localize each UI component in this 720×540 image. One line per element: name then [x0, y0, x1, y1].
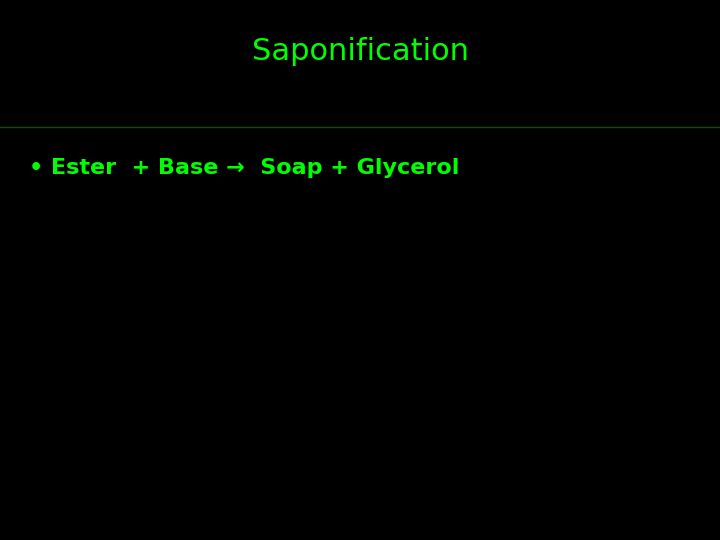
Text: $\it{R}_1$: $\it{R}_1$: [128, 302, 143, 316]
Text: $\rm CH_2$: $\rm CH_2$: [16, 436, 40, 451]
Text: O: O: [63, 437, 73, 450]
Text: +: +: [382, 353, 394, 367]
Text: O: O: [120, 237, 130, 249]
Text: +: +: [150, 353, 163, 367]
Text: $\rm COO^-Na^+$: $\rm COO^-Na^+$: [456, 268, 523, 283]
Text: triglyceride: triglyceride: [19, 484, 85, 494]
Text: $\rm COO^-Na^+$: $\rm COO^-Na^+$: [456, 352, 523, 367]
Text: glycerol: glycerol: [289, 494, 334, 504]
Text: +: +: [382, 492, 393, 506]
Text: $\it{R}_3$: $\it{R}_3$: [412, 436, 428, 451]
Text: $\rm CH$: $\rm CH$: [16, 353, 35, 366]
Text: (fat or oil): (fat or oil): [24, 503, 81, 514]
Text: $\it{R}_2$: $\it{R}_2$: [412, 352, 427, 367]
Text: $\rm COO^-Na^+$: $\rm COO^-Na^+$: [456, 436, 523, 451]
Text: $\rm CH_2$: $\rm CH_2$: [284, 268, 309, 283]
Text: C: C: [94, 269, 104, 282]
Text: OH: OH: [326, 353, 348, 366]
Text: OH: OH: [336, 437, 357, 450]
Text: C: C: [94, 353, 104, 366]
Text: +: +: [150, 492, 162, 506]
Text: O: O: [63, 269, 73, 282]
Text: $\rm CH_2$: $\rm CH_2$: [16, 268, 40, 283]
Text: $\it{R}_3$: $\it{R}_3$: [128, 471, 143, 484]
Text: 3 soap molecules: 3 soap molecules: [422, 494, 519, 504]
Text: 3NaOH: 3NaOH: [171, 353, 224, 367]
Text: sodium: sodium: [177, 484, 218, 494]
Text: O: O: [120, 321, 130, 334]
Text: hydroxide: hydroxide: [170, 504, 225, 514]
Text: OH: OH: [336, 269, 357, 282]
Text: O: O: [63, 353, 73, 366]
Text: $\rm CH_2$: $\rm CH_2$: [284, 436, 309, 451]
Text: $\it{R}_1$: $\it{R}_1$: [412, 268, 427, 283]
Text: $\it{R}_2$: $\it{R}_2$: [128, 387, 143, 400]
Text: Saponification: Saponification: [251, 37, 469, 66]
Text: O: O: [120, 405, 130, 418]
Text: • Ester  + Base →  Soap + Glycerol: • Ester + Base → Soap + Glycerol: [29, 158, 459, 178]
Text: $\rm CH$: $\rm CH$: [284, 353, 303, 366]
Text: C: C: [94, 437, 104, 450]
